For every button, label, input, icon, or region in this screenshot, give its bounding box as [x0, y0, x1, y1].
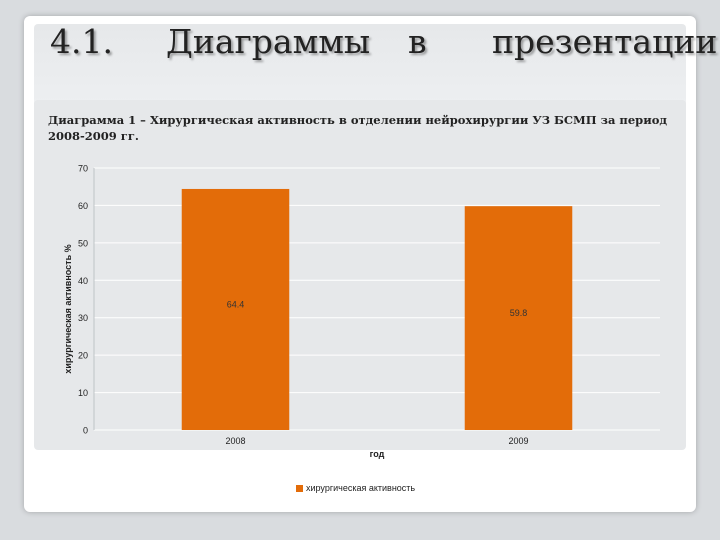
x-axis-title: год: [370, 449, 385, 459]
title-word-diagrams: Диаграммы: [166, 22, 371, 61]
chart-caption: Диаграмма 1 – Хирургическая активность в…: [48, 113, 668, 143]
x-tick-label: 2008: [225, 436, 245, 446]
y-tick-label: 10: [78, 388, 88, 398]
y-tick-label: 40: [78, 276, 88, 286]
y-tick-label: 50: [78, 238, 88, 248]
title-word-in: в: [408, 22, 427, 61]
x-tick-label: 2009: [508, 436, 528, 446]
y-axis-title: хирургическая активность %: [63, 244, 73, 373]
y-tick-label: 20: [78, 351, 88, 361]
title-band: [34, 24, 686, 114]
bar: [464, 206, 573, 430]
legend-label: хирургическая активность: [306, 483, 416, 493]
title-word-presentation: презентации: [492, 22, 718, 61]
y-tick-label: 0: [83, 426, 88, 436]
title-number: 4.1.: [50, 22, 113, 61]
bar: [181, 188, 290, 430]
data-label: 64.4: [227, 299, 245, 309]
y-tick-label: 30: [78, 313, 88, 323]
y-tick-label: 60: [78, 201, 88, 211]
legend: хирургическая активность: [296, 481, 415, 495]
y-tick-label: 70: [78, 164, 88, 174]
chart-panel: [34, 100, 686, 450]
legend-swatch: [296, 484, 303, 492]
data-label: 59.8: [510, 308, 528, 318]
